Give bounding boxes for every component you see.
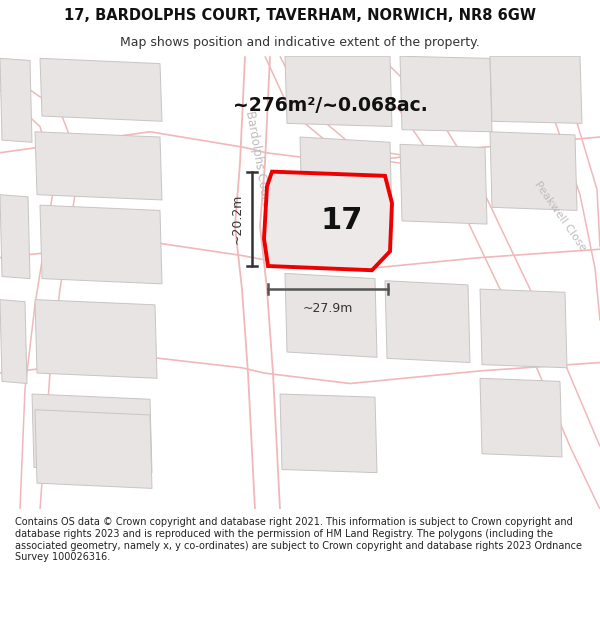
Polygon shape bbox=[40, 205, 162, 284]
Polygon shape bbox=[490, 56, 582, 123]
Polygon shape bbox=[264, 172, 392, 270]
Text: ~276m²/~0.068ac.: ~276m²/~0.068ac. bbox=[233, 96, 427, 115]
Polygon shape bbox=[480, 378, 562, 457]
Polygon shape bbox=[35, 299, 157, 378]
Polygon shape bbox=[300, 137, 392, 221]
Polygon shape bbox=[285, 56, 392, 126]
Text: ~27.9m: ~27.9m bbox=[303, 302, 353, 315]
Text: 17, BARDOLPHS COURT, TAVERHAM, NORWICH, NR8 6GW: 17, BARDOLPHS COURT, TAVERHAM, NORWICH, … bbox=[64, 8, 536, 23]
Polygon shape bbox=[0, 58, 32, 142]
Polygon shape bbox=[490, 132, 577, 211]
Polygon shape bbox=[0, 195, 30, 279]
Polygon shape bbox=[32, 394, 152, 472]
Polygon shape bbox=[480, 289, 567, 368]
Text: Contains OS data © Crown copyright and database right 2021. This information is : Contains OS data © Crown copyright and d… bbox=[15, 518, 582, 562]
Text: Bardolphs Court: Bardolphs Court bbox=[243, 110, 273, 206]
Polygon shape bbox=[385, 281, 470, 362]
Text: Map shows position and indicative extent of the property.: Map shows position and indicative extent… bbox=[120, 36, 480, 49]
Text: 17: 17 bbox=[320, 206, 362, 235]
Polygon shape bbox=[40, 58, 162, 121]
Polygon shape bbox=[35, 410, 152, 488]
Polygon shape bbox=[285, 273, 377, 358]
Text: ~20.2m: ~20.2m bbox=[231, 194, 244, 244]
Polygon shape bbox=[400, 56, 492, 132]
Polygon shape bbox=[35, 132, 162, 200]
Text: Peakwell Close: Peakwell Close bbox=[532, 179, 588, 252]
Polygon shape bbox=[0, 299, 27, 384]
Polygon shape bbox=[280, 394, 377, 472]
Polygon shape bbox=[400, 144, 487, 224]
